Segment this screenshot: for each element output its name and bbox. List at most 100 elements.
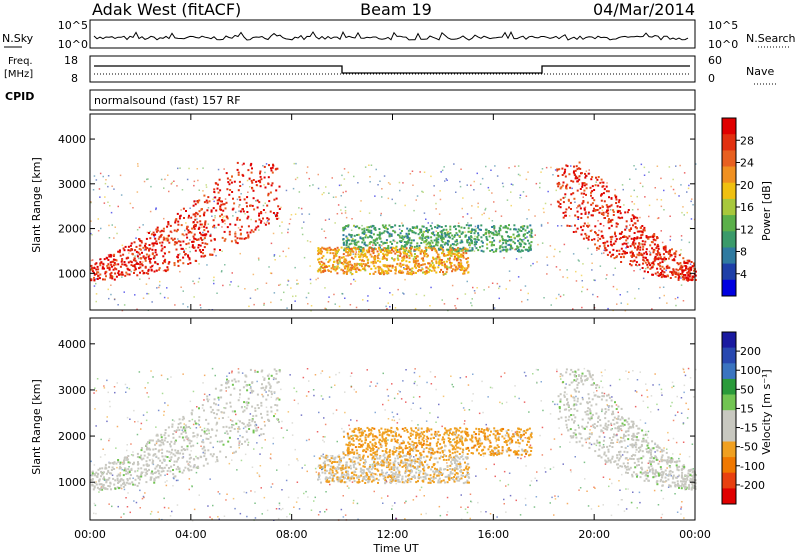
echo-point bbox=[147, 269, 150, 272]
noise-point bbox=[539, 434, 541, 437]
noise-point bbox=[264, 171, 266, 174]
noise-point bbox=[303, 256, 306, 259]
noise-point bbox=[525, 178, 528, 181]
noise-point bbox=[677, 411, 679, 413]
noise-point bbox=[106, 420, 108, 423]
echo-point bbox=[190, 216, 193, 219]
noise-point bbox=[262, 204, 265, 207]
echo-point bbox=[504, 225, 507, 228]
noise-point bbox=[591, 269, 593, 271]
echo-point bbox=[508, 224, 510, 227]
echo-point bbox=[521, 240, 524, 243]
echo-point bbox=[522, 235, 525, 238]
echo-point bbox=[620, 232, 623, 235]
noise-point bbox=[121, 309, 124, 312]
noise-point bbox=[692, 396, 695, 398]
noise-point bbox=[439, 190, 441, 192]
noise-point bbox=[132, 451, 134, 453]
echo-point bbox=[268, 164, 270, 167]
noise-point bbox=[163, 187, 165, 189]
noise-point bbox=[476, 287, 478, 289]
noise-point bbox=[223, 168, 225, 170]
noise-point bbox=[109, 205, 111, 207]
noise-point bbox=[556, 167, 558, 170]
echo-point bbox=[657, 256, 660, 259]
echo-point bbox=[186, 225, 189, 228]
echo-point bbox=[231, 208, 234, 211]
noise-point bbox=[559, 295, 562, 298]
noise-point bbox=[192, 390, 195, 393]
noise-point bbox=[517, 457, 519, 459]
echo-point bbox=[502, 242, 505, 245]
noise-point bbox=[587, 222, 589, 224]
echo-point bbox=[254, 220, 257, 223]
echo-point bbox=[206, 209, 209, 212]
echo-point bbox=[219, 200, 222, 203]
noise-point bbox=[541, 454, 544, 456]
echo-point bbox=[449, 254, 452, 257]
noise-point bbox=[435, 388, 437, 391]
noise-point bbox=[213, 282, 215, 285]
noise-point bbox=[324, 307, 326, 310]
echo-point bbox=[318, 257, 321, 260]
echo-point bbox=[324, 269, 327, 272]
noise-point bbox=[485, 468, 487, 470]
echo-point bbox=[169, 230, 172, 233]
echo-point bbox=[147, 268, 150, 271]
echo-point bbox=[417, 262, 420, 265]
echo-point bbox=[133, 269, 136, 272]
noise-point bbox=[620, 499, 623, 501]
echo-point bbox=[636, 216, 639, 219]
echo-point bbox=[435, 238, 438, 241]
echo-point bbox=[418, 244, 421, 247]
echo-point bbox=[578, 204, 581, 207]
noise-point bbox=[672, 437, 675, 440]
noise-point bbox=[660, 516, 663, 519]
echo-point bbox=[526, 226, 529, 229]
echo-point bbox=[133, 272, 135, 274]
echo-point bbox=[383, 230, 386, 233]
echo-point bbox=[466, 239, 469, 242]
echo-point bbox=[154, 453, 157, 456]
noise-point bbox=[649, 470, 651, 473]
echo-point bbox=[226, 188, 229, 191]
echo-point bbox=[261, 369, 264, 372]
noise-point bbox=[488, 286, 490, 288]
echo-point bbox=[321, 250, 323, 253]
echo-point bbox=[687, 259, 690, 262]
noise-point bbox=[669, 215, 671, 217]
echo-point bbox=[691, 277, 694, 280]
echo-point bbox=[617, 210, 620, 213]
noise-point bbox=[386, 474, 389, 477]
echo-point bbox=[322, 247, 325, 250]
echo-point bbox=[161, 448, 164, 451]
echo-point bbox=[450, 266, 452, 269]
noise-point bbox=[444, 180, 446, 182]
noise-point bbox=[286, 284, 289, 286]
echo-point bbox=[652, 236, 655, 238]
noise-point bbox=[165, 239, 167, 242]
echo-point bbox=[427, 254, 429, 257]
echo-point bbox=[620, 247, 623, 250]
echo-point bbox=[576, 227, 579, 230]
sky-tick-bottom-right: 10^0 bbox=[708, 38, 738, 51]
echo-point bbox=[397, 233, 400, 236]
noise-point bbox=[411, 420, 413, 422]
noise-point bbox=[107, 254, 110, 256]
echo-point bbox=[154, 249, 157, 251]
echo-point bbox=[113, 253, 116, 256]
noise-point bbox=[610, 424, 613, 426]
echo-point bbox=[162, 227, 165, 230]
noise-point bbox=[370, 164, 373, 166]
echo-point bbox=[175, 248, 178, 251]
echo-point bbox=[184, 429, 187, 432]
noise-point bbox=[676, 395, 678, 398]
echo-point bbox=[583, 222, 586, 225]
echo-point bbox=[241, 443, 243, 445]
echo-point bbox=[681, 271, 684, 274]
noise-point bbox=[349, 428, 351, 430]
echo-point bbox=[559, 198, 562, 201]
noise-point bbox=[264, 439, 266, 441]
noise-point bbox=[560, 378, 562, 380]
